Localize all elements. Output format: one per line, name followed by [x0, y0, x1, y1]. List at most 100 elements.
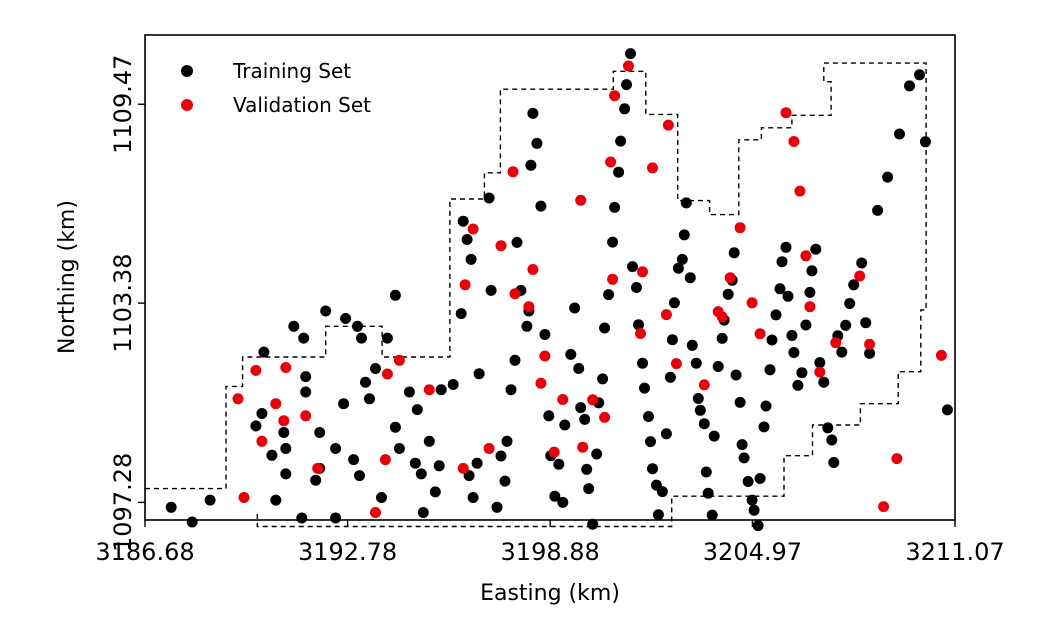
x-axis-label: Easting (km) [480, 581, 620, 606]
training-point [730, 369, 742, 381]
validation-point [780, 107, 792, 119]
training-point [204, 494, 216, 506]
training-point [603, 289, 615, 301]
training-point [844, 298, 856, 309]
training-point [914, 69, 925, 81]
training-point [810, 243, 822, 255]
training-point [664, 371, 676, 383]
validation-point [270, 398, 282, 410]
validation-point [698, 379, 710, 391]
training-point [814, 357, 826, 369]
validation-point [457, 462, 469, 474]
training-point [754, 473, 766, 484]
training-point [780, 241, 792, 253]
training-point [511, 236, 523, 248]
legend-label-training: Training Set [232, 59, 351, 83]
training-point [708, 430, 720, 442]
training-point [455, 308, 467, 320]
training-point [652, 509, 664, 521]
training-point [352, 320, 363, 332]
training-point [872, 204, 884, 216]
training-point [770, 309, 782, 321]
y-tick-label: 1109.47 [109, 55, 137, 154]
training-point [637, 357, 648, 369]
training-point [676, 253, 688, 265]
training-point [423, 435, 435, 447]
training-point [364, 393, 375, 405]
training-point [579, 413, 591, 425]
training-point [461, 234, 473, 245]
boundary-line [145, 62, 927, 528]
training-point [672, 262, 684, 274]
training-point [692, 393, 704, 404]
training-point [473, 368, 485, 380]
training-point [543, 410, 555, 422]
training-point [788, 347, 800, 358]
validation-point [830, 337, 842, 349]
training-point [521, 320, 533, 332]
validation-point [878, 501, 890, 513]
validation-point [716, 311, 728, 323]
x-tick-label: 3204.97 [703, 538, 802, 566]
training-point [818, 376, 830, 388]
training-point [348, 454, 360, 466]
training-point [485, 284, 497, 296]
training-point [774, 283, 786, 295]
training-point [457, 215, 469, 227]
training-point [656, 486, 668, 498]
training-point [393, 443, 405, 454]
validation-point [393, 354, 405, 366]
validation-point [724, 272, 736, 284]
points-layer [165, 48, 953, 532]
training-point [668, 297, 680, 309]
training-point [748, 504, 760, 516]
validation-point [557, 394, 569, 405]
training-point [314, 427, 326, 438]
training-point [535, 200, 547, 212]
training-point [270, 494, 282, 506]
x-tick-label: 3198.88 [501, 538, 600, 566]
training-point [280, 443, 292, 454]
validation-point [814, 366, 826, 378]
training-point [728, 247, 740, 259]
training-point [409, 457, 421, 469]
validation-point [575, 194, 587, 206]
validation-point [523, 301, 535, 313]
validation-point [381, 368, 393, 380]
training-point [354, 470, 365, 482]
training-point [734, 396, 746, 408]
training-point [840, 319, 852, 331]
training-point [706, 509, 718, 521]
training-point [288, 320, 300, 332]
training-point [435, 384, 447, 396]
x-tick-label: 3186.68 [95, 538, 194, 566]
training-point [583, 483, 595, 495]
validation-point [670, 358, 682, 370]
y-axis: 1097.28 1103.38 1109.47 [109, 55, 145, 552]
training-point [860, 317, 872, 329]
training-point [716, 332, 728, 344]
training-point [645, 436, 656, 448]
validation-point [660, 309, 672, 321]
training-point [700, 466, 712, 478]
validation-point [232, 393, 244, 405]
training-point [310, 474, 322, 486]
training-point [686, 339, 698, 351]
training-point [467, 492, 479, 503]
training-point [633, 319, 644, 331]
validation-point [746, 297, 758, 309]
y-tick-label: 1097.28 [109, 453, 137, 552]
training-point [433, 460, 445, 472]
training-point [828, 457, 840, 468]
training-point [613, 166, 625, 178]
validation-point [891, 453, 903, 465]
training-point [320, 305, 332, 317]
training-point [389, 289, 401, 301]
training-point [278, 427, 290, 438]
training-point [381, 332, 393, 344]
training-point [447, 379, 459, 390]
training-point [806, 265, 818, 277]
training-point [557, 496, 569, 508]
training-point [258, 346, 270, 358]
